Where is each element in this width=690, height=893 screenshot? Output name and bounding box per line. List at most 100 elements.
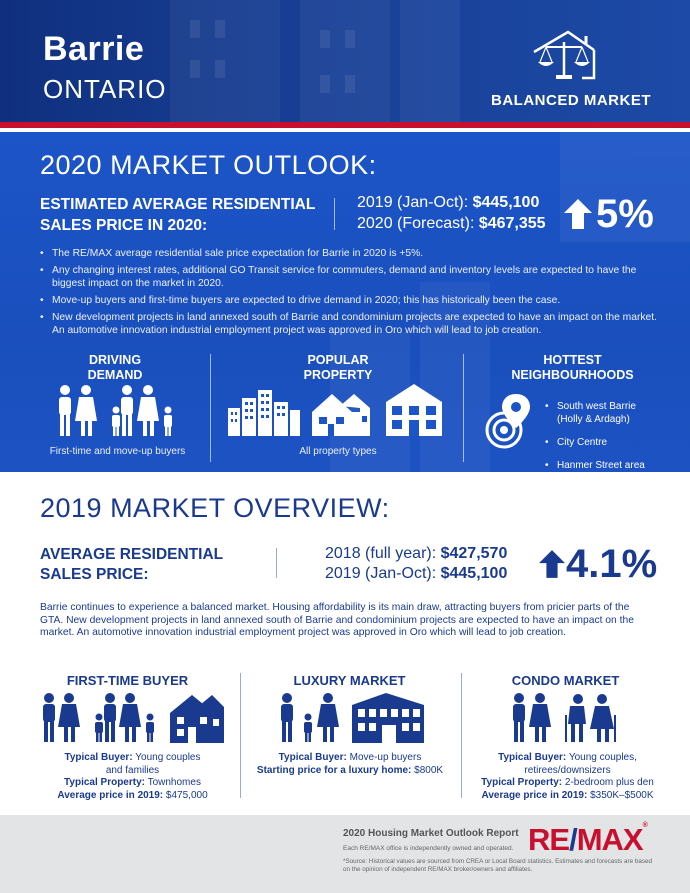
price-2019-label: 2019 (Jan-Oct): — [325, 565, 441, 582]
value-continued: retirees/downsizers — [524, 764, 611, 776]
family-house-icon — [43, 693, 224, 743]
header-red-stripe — [0, 122, 690, 128]
arrow-up-icon — [564, 199, 592, 229]
driving-demand-heading: DRIVING DEMAND — [60, 353, 170, 383]
value: Young couples, — [566, 752, 637, 763]
label: Average price in 2019: — [481, 789, 588, 801]
divider — [210, 354, 211, 462]
background-window — [345, 75, 355, 93]
average-price-line: Average price in 2019: $350K–$500K — [470, 790, 665, 803]
list-item: The RE/MAX average residential sale pric… — [38, 247, 658, 260]
logo-re: RE — [528, 822, 570, 857]
background-building — [400, 0, 460, 122]
list-item: Hanmer Street area — [545, 459, 655, 472]
label-line: AVERAGE RESIDENTIAL — [40, 546, 224, 563]
value: $350K–$500K — [587, 789, 654, 801]
city-name: Barrie — [43, 30, 145, 68]
price-2019-line: 2019 (Jan-Oct): $445,100 — [357, 194, 539, 212]
starting-price-line: Starting price for a luxury home: $800K — [245, 765, 455, 778]
heading-line: POPULAR — [307, 353, 369, 367]
hottest-neighbourhoods-heading: HOTTEST NEIGHBOURHOODS — [511, 353, 634, 382]
footer — [0, 815, 690, 893]
price-2018-value: $427,570 — [440, 545, 508, 562]
background-window — [215, 60, 225, 78]
divider — [334, 198, 335, 230]
average-price-label: AVERAGE RESIDENTIAL SALES PRICE: — [40, 545, 223, 585]
report-title: 2020 Housing Market Outlook Report — [343, 828, 519, 839]
remax-logo: RE/MAX® — [528, 822, 648, 858]
list-item: New development projects in land annexed… — [38, 311, 658, 337]
market-type-label: BALANCED MARKET — [491, 92, 651, 109]
logo-slash: / — [569, 822, 578, 857]
arrow-up-icon — [539, 550, 565, 578]
location-target-icon — [485, 394, 530, 449]
first-time-buyer-details: Typical Buyer: Young couples and familie… — [40, 752, 225, 802]
price-2020-label: 2020 (Forecast): — [357, 215, 479, 232]
logo-registered-mark: ® — [642, 822, 648, 829]
overview-paragraph: Barrie continues to experience a balance… — [40, 602, 634, 638]
outlook-title: 2020 MARKET OUTLOOK: — [40, 150, 377, 180]
value-continued: and families — [105, 764, 160, 776]
header-banner — [0, 0, 690, 122]
price-2019-line: 2019 (Jan-Oct): $445,100 — [325, 565, 507, 583]
price-2019-value: $445,100 — [472, 194, 540, 211]
typical-property-line: Typical Property: 2-bedroom plus den — [470, 777, 665, 790]
price-2018-line: 2018 (full year): $427,570 — [325, 545, 507, 563]
divider — [461, 673, 462, 798]
overview-change-percent: 4.1% — [566, 542, 658, 586]
label-line: SALES PRICE: — [40, 566, 149, 583]
price-2020-value: $467,355 — [478, 215, 546, 232]
label: Typical Buyer: — [498, 752, 567, 763]
price-2018-label: 2018 (full year): — [325, 545, 441, 562]
background-building — [170, 0, 280, 122]
typical-buyer-line: Typical Buyer: Young couples, — [470, 752, 665, 765]
label: Typical Property: — [481, 777, 563, 788]
luxury-market-heading: LUXURY MARKET — [293, 673, 406, 688]
logo-max: MAX — [576, 822, 644, 857]
value: 2-bedroom plus den — [562, 777, 654, 788]
label: Typical Buyer: — [64, 752, 133, 763]
background-window — [190, 60, 200, 78]
province-name: ONTARIO — [43, 74, 167, 104]
background-window — [320, 75, 330, 93]
background-window — [345, 30, 355, 48]
value: Move-up buyers — [346, 752, 422, 763]
divider — [463, 354, 464, 462]
couple-seniors-icon — [513, 693, 616, 742]
typical-buyer-line: Typical Buyer: Young couples — [40, 752, 225, 765]
price-2019-label: 2019 (Jan-Oct): — [357, 194, 473, 211]
outlook-change-percent: 5% — [596, 192, 654, 236]
divider — [276, 548, 277, 578]
balance-scale-house-icon — [533, 30, 596, 80]
price-2020-line: 2020 (Forecast): $467,355 — [357, 215, 546, 233]
heading-line: PROPERTY — [303, 368, 373, 382]
background-window — [215, 20, 225, 38]
heading-line: DEMAND — [87, 368, 143, 382]
hottest-neighbourhoods-list: South west Barrie (Holly & Ardagh) City … — [545, 400, 655, 472]
value: $800K — [411, 764, 444, 776]
list-item: South west Barrie (Holly & Ardagh) — [545, 400, 655, 426]
condo-market-heading: CONDO MARKET — [511, 673, 620, 688]
outlook-bullet-list: The RE/MAX average residential sale pric… — [38, 247, 658, 341]
luxury-market-details: Typical Buyer: Move-up buyers Starting p… — [245, 752, 455, 777]
source-note: *Source: Historical values are sourced f… — [343, 858, 653, 873]
background-building — [300, 0, 390, 122]
outlook-section: 2020 MARKET OUTLOOK: ESTIMATED AVERAGE R… — [0, 132, 690, 472]
value: Townhomes — [144, 777, 201, 788]
heading-line: DRIVING — [88, 353, 142, 367]
popular-property-caption: All property types — [299, 446, 377, 457]
estimated-price-label: ESTIMATED AVERAGE RESIDENTIAL SALES PRIC… — [40, 196, 316, 234]
label: Starting price for a luxury home: — [256, 764, 412, 776]
label: Typical Property: — [64, 777, 145, 788]
overview-title: 2019 MARKET OVERVIEW: — [40, 493, 390, 523]
typical-property-line: Typical Property: Townhomes — [40, 777, 225, 790]
family-mansion-icon — [281, 693, 424, 743]
background-window — [190, 20, 200, 38]
property-types-icon — [228, 384, 442, 436]
label: Average price in 2019: — [57, 789, 164, 801]
label: Typical Buyer: — [278, 752, 347, 763]
price-2019-value: $445,100 — [440, 565, 508, 582]
list-item: Any changing interest rates, additional … — [38, 264, 658, 290]
list-item: City Centre — [545, 436, 655, 449]
ownership-disclaimer: Each RE/MAX office is independently owne… — [343, 845, 514, 852]
